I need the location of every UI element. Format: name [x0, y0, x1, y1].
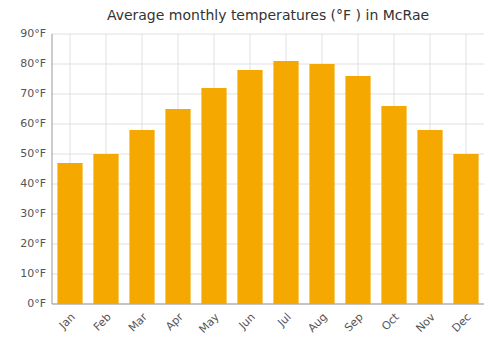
x-tick-label: Feb — [91, 311, 114, 334]
y-tick-label: 50°F — [20, 147, 46, 160]
y-axis-line — [52, 34, 53, 304]
y-tick-label: 40°F — [20, 177, 46, 190]
title: Average monthly temperatures (°F ) in Mc… — [107, 7, 429, 23]
bar — [417, 130, 442, 304]
bar — [345, 76, 370, 304]
y-tick-label: 20°F — [20, 237, 46, 250]
x-tick-label: Oct — [379, 310, 402, 333]
y-tick-label: 70°F — [20, 87, 46, 100]
chart-container: 0°F 10°F 20°F 30°F 40°F 50°F 60°F 70°F 80°F 90°F J… — [0, 0, 500, 350]
bar — [201, 88, 226, 304]
x-tick-label: May — [196, 310, 222, 336]
x-tick-label: Dec — [450, 311, 474, 335]
chart: 0°F 10°F 20°F 30°F 40°F 50°F 60°F 70°F 80°F 90°F J… — [0, 0, 500, 350]
x-tick-label: Sep — [342, 311, 366, 335]
bar — [57, 163, 82, 304]
x-tick-label: Jan — [56, 311, 78, 333]
bar — [273, 61, 298, 304]
y-tick-label: 0°F — [27, 297, 46, 310]
y-grid-line — [52, 64, 484, 65]
bar — [93, 154, 118, 304]
axes: 0°F 10°F 20°F 30°F 40°F 50°F 60°F 70°F 80°F 90°F J… — [20, 27, 484, 336]
bar — [381, 106, 406, 304]
x-tick-label: Apr — [163, 310, 186, 333]
x-tick-label: Jun — [236, 311, 258, 333]
y-tick-label: 10°F — [20, 267, 46, 280]
y-grid-line — [52, 34, 484, 35]
bar — [237, 70, 262, 304]
y-grid-line — [52, 124, 484, 125]
x-tick-label: Mar — [126, 310, 150, 334]
y-tick-label: 80°F — [20, 57, 46, 70]
y-tick-label: 90°F — [20, 27, 46, 40]
x-tick-label: Aug — [305, 311, 329, 335]
y-grid-line — [52, 94, 484, 95]
y-tick-label: 60°F — [20, 117, 46, 130]
bar — [453, 154, 478, 304]
y-tick-label: 30°F — [20, 207, 46, 220]
bars — [57, 61, 478, 304]
bar — [165, 109, 190, 304]
bar — [309, 64, 334, 304]
bar — [129, 130, 154, 304]
grid — [52, 34, 484, 304]
x-tick-label: Jul — [274, 311, 293, 330]
x-tick-label: Nov — [413, 310, 438, 335]
